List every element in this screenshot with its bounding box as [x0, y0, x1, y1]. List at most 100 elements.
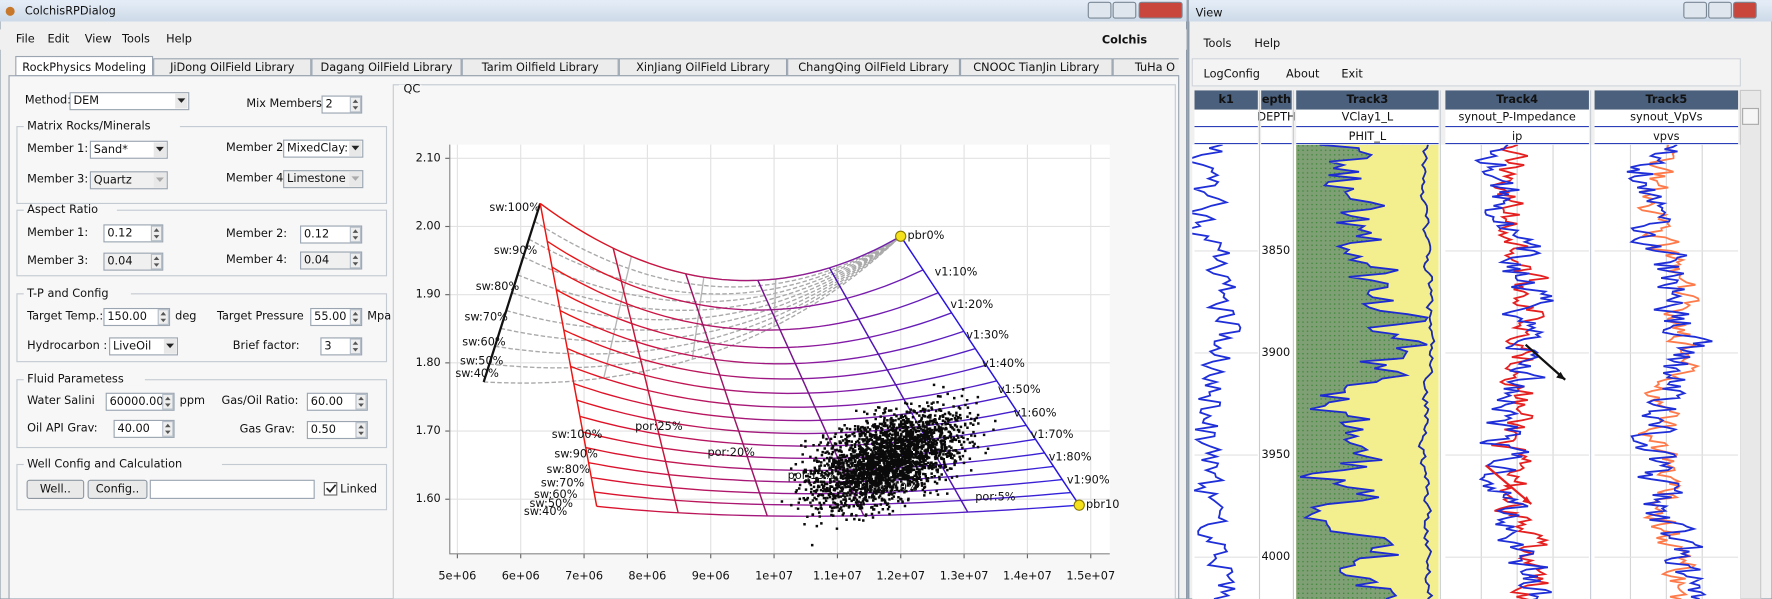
- y-tick-label: 1.80: [416, 356, 441, 369]
- tab-label: Dagang OilField Library: [321, 61, 453, 74]
- field-value: Quartz: [94, 173, 132, 186]
- clay-curve: [539, 202, 902, 282]
- window-button[interactable]: [1733, 1, 1757, 19]
- menu-item[interactable]: Edit: [47, 33, 69, 46]
- menu-item[interactable]: File: [16, 33, 35, 46]
- checkbox[interactable]: [323, 482, 338, 496]
- spin-buttons[interactable]: [349, 338, 362, 355]
- spin-box[interactable]: [103, 224, 164, 243]
- spin-buttons[interactable]: [355, 422, 367, 438]
- group-title: Aspect Ratio: [27, 203, 98, 216]
- field-label: Member 4:: [226, 172, 287, 185]
- field-value: 40.00: [118, 422, 150, 435]
- qc-title: QC: [403, 82, 420, 95]
- spin-box[interactable]: [306, 420, 368, 440]
- track-title: Track3: [1347, 93, 1389, 106]
- group-title-bg: [23, 204, 117, 216]
- field-label: Gas/Oil Ratio:: [222, 394, 299, 407]
- menu-item[interactable]: Help: [1254, 37, 1280, 50]
- window-button[interactable]: [1112, 1, 1137, 19]
- spin-arrows: [164, 396, 171, 407]
- clay-label: v1:70%: [1031, 428, 1074, 441]
- track-header: [1296, 90, 1439, 110]
- tab-label: XinJiang OilField Library: [636, 61, 770, 74]
- spin-buttons[interactable]: [349, 252, 362, 269]
- dropdown[interactable]: [283, 170, 364, 189]
- toolbar-item[interactable]: LogConfig: [1204, 68, 1260, 81]
- spin-box[interactable]: [103, 307, 171, 327]
- menu-item[interactable]: Tools: [121, 33, 150, 46]
- curve-name: VClay1_L: [1342, 111, 1394, 124]
- field-value: 150.00: [107, 310, 147, 323]
- spin-box[interactable]: [113, 419, 175, 438]
- log-curve: [1490, 144, 1550, 599]
- spin-buttons[interactable]: [150, 225, 163, 242]
- button[interactable]: [87, 479, 148, 499]
- text-input[interactable]: [149, 479, 315, 499]
- button-label: Well..: [40, 482, 71, 495]
- spin-box[interactable]: [103, 252, 164, 271]
- scrollbar: [1739, 89, 1762, 599]
- spin-arrows: [358, 424, 364, 436]
- brine-label: sw:40%: [524, 505, 568, 518]
- field-value: 3: [324, 339, 331, 352]
- brine-label: sw:70%: [541, 477, 585, 490]
- field-value: 60000.00: [110, 395, 164, 408]
- spin-arrows: [160, 311, 167, 323]
- window-button[interactable]: [1683, 1, 1708, 19]
- field-value: 0.50: [311, 423, 336, 436]
- window-button[interactable]: [1138, 1, 1183, 19]
- gas-curve: [534, 220, 902, 288]
- window-button[interactable]: [1708, 1, 1732, 19]
- field-value: LiveOil: [113, 339, 151, 352]
- spin-arrows: [352, 311, 359, 323]
- y-tick-label: 1.70: [416, 424, 441, 437]
- spin-buttons[interactable]: [157, 309, 169, 325]
- spin-buttons[interactable]: [150, 253, 163, 270]
- clay-curve: [546, 240, 924, 311]
- spin-buttons[interactable]: [355, 393, 367, 410]
- spin-box[interactable]: [310, 307, 363, 327]
- gas-porosity-line: [603, 256, 633, 379]
- track-title: epth: [1262, 93, 1291, 106]
- field-label: Mix Members:: [246, 97, 325, 110]
- gas-curve: [489, 235, 902, 369]
- clay-fill: [1296, 144, 1428, 599]
- group-box: [16, 209, 388, 277]
- dropdown-arrow: [166, 343, 175, 349]
- dropdown[interactable]: [89, 140, 168, 159]
- dropdown[interactable]: [89, 171, 168, 190]
- gas-curve: [522, 235, 902, 303]
- brine-label: sw:80%: [546, 463, 590, 476]
- spin-box[interactable]: [300, 225, 363, 244]
- spin-box[interactable]: [306, 392, 368, 411]
- dropdown[interactable]: [283, 139, 364, 158]
- spin-buttons[interactable]: [349, 309, 362, 325]
- x-tick-label: 6e+06: [502, 569, 540, 582]
- field-value: Limestone: [287, 172, 346, 185]
- menu-item[interactable]: Tools: [1203, 37, 1232, 50]
- dropdown[interactable]: [69, 92, 190, 111]
- spin-box[interactable]: [105, 392, 175, 411]
- group-box: [16, 126, 388, 205]
- porosity-label: por:25%: [635, 420, 683, 433]
- spin-buttons[interactable]: [162, 393, 174, 410]
- spin-buttons[interactable]: [162, 420, 174, 437]
- clay-curve: [596, 504, 1080, 517]
- field-label: Member 4:: [226, 253, 287, 266]
- scroll-thumb[interactable]: [1742, 107, 1760, 125]
- spin-box[interactable]: [300, 251, 363, 270]
- menu-item[interactable]: View: [85, 33, 112, 46]
- field-label: Target Pressure: [216, 309, 304, 322]
- spin-buttons[interactable]: [349, 226, 362, 243]
- toolbar-item[interactable]: Exit: [1341, 68, 1363, 81]
- menu-item[interactable]: Help: [166, 33, 192, 46]
- button[interactable]: [26, 479, 85, 499]
- spin-buttons[interactable]: [349, 96, 362, 113]
- window-button[interactable]: [1087, 1, 1112, 19]
- dropdown[interactable]: [109, 337, 178, 356]
- toolbar-item[interactable]: About: [1286, 68, 1320, 81]
- group-title: Well Config and Calculation: [27, 457, 182, 470]
- annotation-arrow: [1524, 343, 1566, 381]
- field-label: Brief factor:: [233, 339, 300, 352]
